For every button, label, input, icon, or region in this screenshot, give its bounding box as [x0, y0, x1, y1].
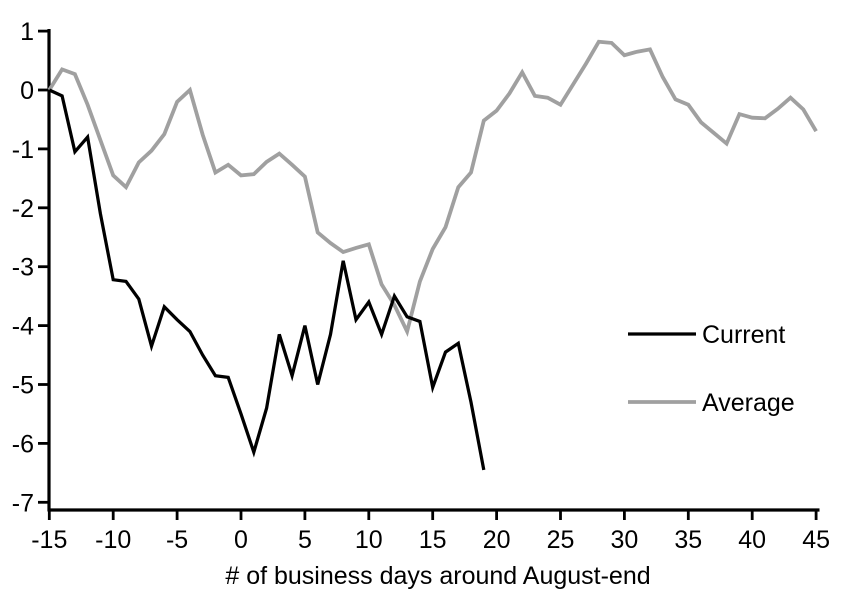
chart-generated-layer: 10-1-2-3-4-5-6-7-15 -10 -5 0 5 10 15 20 25 30 35 40… — [12, 18, 830, 554]
y-tick-label: -2 — [12, 195, 34, 223]
series-line-current — [48, 88, 486, 471]
x-tick-label: 15 — [419, 526, 447, 554]
x-tick-label: 25 — [547, 526, 575, 554]
y-tick-label: -4 — [12, 313, 34, 341]
y-tick-label: 1 — [20, 18, 34, 46]
y-tick-label: 0 — [20, 77, 34, 105]
x-tick-label: 30 — [610, 526, 638, 554]
x-tick-label: 0 — [234, 526, 248, 554]
x-tick-label: 40 — [738, 526, 766, 554]
chart-legend: Current Average — [628, 321, 795, 417]
x-tick-label: -5 — [166, 526, 188, 554]
y-tick-label: -1 — [12, 136, 34, 164]
x-tick-label: 10 — [355, 526, 383, 554]
x-tick-label: 35 — [674, 526, 702, 554]
x-tick-label: 45 — [802, 526, 830, 554]
y-tick-label: -3 — [12, 254, 34, 282]
x-axis-title: # of business days around August-end — [225, 562, 650, 590]
y-tick-label: -7 — [12, 489, 34, 517]
x-tick-label: 5 — [298, 526, 312, 554]
series-line-average — [47, 39, 818, 338]
x-tick-label: 20 — [483, 526, 511, 554]
y-tick-label: -6 — [12, 430, 34, 458]
legend-label-average: Average — [702, 389, 795, 417]
x-tick-label: -15 — [31, 526, 67, 554]
y-tick-label: -5 — [12, 372, 34, 400]
x-tick-label: -10 — [95, 526, 131, 554]
legend-label-current: Current — [702, 321, 785, 349]
